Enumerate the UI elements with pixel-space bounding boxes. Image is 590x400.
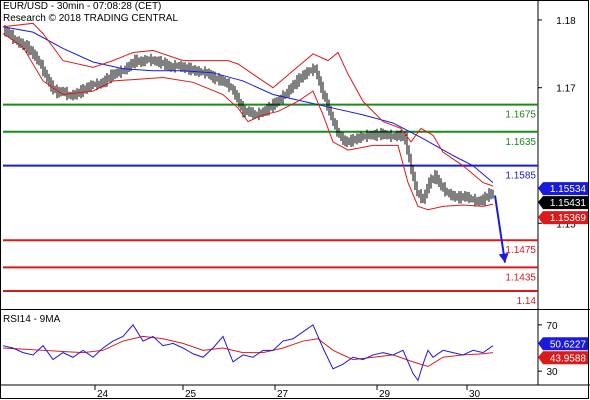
rsi-box-red-box [538, 351, 588, 365]
x-tick-label: 25 [185, 389, 197, 400]
level-label: 1.1635 [505, 137, 536, 148]
rsi-box-blue-box [538, 337, 588, 351]
moving-average-line [2, 26, 494, 183]
x-tick-label: 27 [277, 389, 289, 400]
rsi-y-tick-label: 70 [546, 321, 558, 332]
price-box-last-box [538, 196, 588, 210]
x-tick-label: 24 [97, 389, 109, 400]
price-box-last-label: 1.15431 [550, 198, 587, 209]
chart-title: EUR/USD - 30min - 07:08:28 (CET) [3, 1, 162, 12]
y-tick-label: 1.18 [556, 16, 576, 27]
rsi-box-blue-label: 50.6227 [550, 339, 587, 350]
rsi-title: RSI14 - 9MA [3, 314, 61, 325]
price-box-blue-label: 1.15534 [550, 184, 587, 195]
rsi-y-tick-label: 30 [546, 367, 558, 378]
level-label: 1.1435 [505, 272, 536, 283]
y-tick-label: 1.15 [556, 219, 576, 230]
rsi-line [2, 324, 494, 382]
level-label: 1.1585 [505, 171, 536, 182]
rsi-ma-line [2, 335, 494, 368]
x-tick-label: 29 [379, 389, 391, 400]
bollinger-lower-line [2, 33, 494, 211]
x-tick-label: 30 [469, 389, 481, 400]
rsi-box-red-label: 43.9588 [550, 353, 587, 364]
level-label: 1.14 [517, 296, 537, 307]
candles [4, 24, 494, 207]
forecast-arrow-head [498, 252, 509, 263]
forecast-arrow-line [494, 195, 506, 263]
y-tick-label: 1.17 [556, 84, 576, 95]
level-label: 1.1675 [505, 110, 536, 121]
level-label: 1.1475 [505, 245, 536, 256]
price-box-red-label: 1.15369 [550, 213, 587, 224]
price-box-red-box [538, 211, 588, 225]
bollinger-upper-line [2, 22, 494, 187]
price-box-blue-box [538, 182, 588, 196]
copyright-text: Research © 2018 TRADING CENTRAL [3, 13, 179, 24]
